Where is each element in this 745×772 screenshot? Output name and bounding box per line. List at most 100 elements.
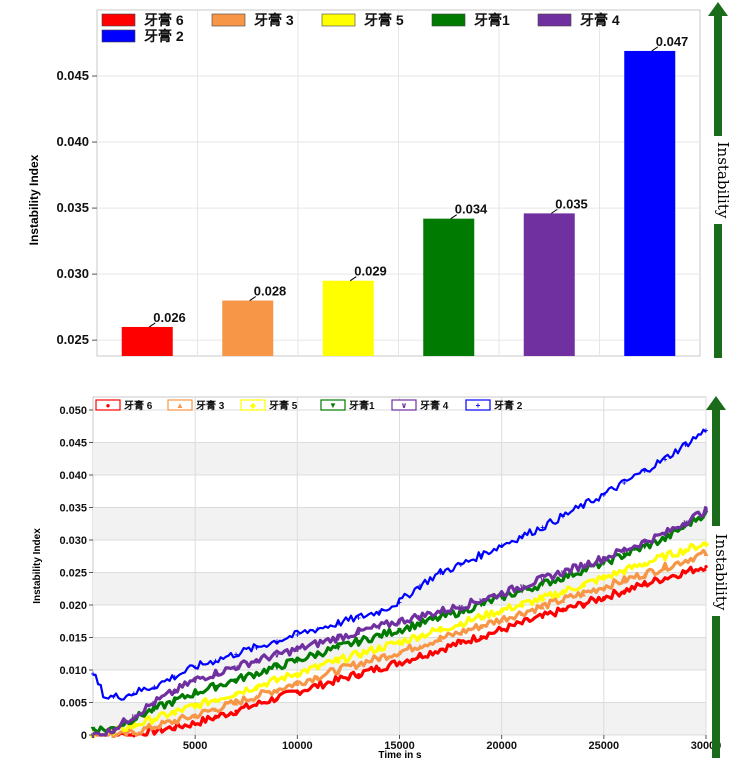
- line-legend: ● 牙膏 6 ▲ 牙膏 3 ◆ 牙膏 5 ▼ 牙膏1 ∨ 牙膏 4 + 牙膏 2: [95, 399, 523, 412]
- bar-data-label: 0.026: [153, 310, 186, 325]
- line-series-marker: +: [193, 663, 198, 672]
- line-y-tick-label: 0.015: [59, 633, 87, 645]
- line-series-marker: ▲: [457, 628, 465, 637]
- line-series-marker: ◆: [703, 539, 710, 548]
- line-series-marker: ◆: [356, 650, 363, 659]
- line-series-marker: ●: [438, 645, 443, 654]
- line-series-marker: ∨: [212, 669, 219, 678]
- bar-legend-swatch: [101, 13, 136, 27]
- line-series-marker: ∨: [437, 607, 444, 616]
- line-series-marker: ▲: [232, 699, 240, 708]
- line-legend-label: 牙膏1: [349, 399, 375, 412]
- line-y-tick-label: 0.040: [59, 470, 87, 482]
- line-series-marker: ∨: [539, 575, 546, 584]
- line-y-tick-label: 0.035: [59, 503, 87, 515]
- line-legend-swatch: [95, 399, 121, 411]
- line-series-marker: +: [315, 625, 320, 634]
- bar-data-label: 0.034: [455, 202, 488, 217]
- line-series-marker: ◆: [213, 695, 220, 704]
- line-series-marker: ▲: [661, 563, 669, 572]
- line-series-marker: ∨: [682, 518, 689, 527]
- bar-2: [222, 300, 274, 356]
- bar-chart: 牙膏 6 牙膏 3 牙膏 5 牙膏1 牙膏 4牙膏 2 0.0250.0300.0350…: [27, 9, 701, 357]
- line-series-marker: ∨: [396, 617, 403, 626]
- bar-y-axis-label: Instability Index: [27, 154, 41, 245]
- line-series-path: [92, 428, 707, 701]
- line-legend-label: 牙膏 5: [269, 399, 298, 412]
- line-series-marker: ▼: [253, 669, 261, 678]
- line-series-marker: +: [499, 541, 504, 550]
- line-series-marker: ▼: [314, 650, 322, 659]
- line-series-marker: ●: [418, 652, 423, 661]
- line-series-marker: ◆: [642, 559, 649, 568]
- line-series-marker: +: [234, 650, 239, 659]
- line-legend-label: 牙膏 2: [494, 399, 523, 412]
- line-series-marker: ▼: [661, 535, 669, 544]
- line-series-marker: +: [540, 523, 545, 532]
- line-legend-swatch: [391, 399, 417, 411]
- line-series-marker: ▼: [273, 663, 281, 672]
- line-series-marker: ▲: [253, 692, 261, 701]
- line-series-marker: ●: [377, 664, 382, 673]
- line-series-marker: +: [704, 426, 709, 435]
- line-series-marker: ▼: [334, 643, 342, 652]
- line-series-marker: ●: [336, 676, 341, 685]
- line-series-marker: ▲: [334, 666, 342, 675]
- line-series-marker: ▲: [396, 648, 404, 657]
- line-series-path: [92, 565, 707, 737]
- line-series-marker: ◆: [294, 669, 301, 678]
- line-series-marker: +: [642, 467, 647, 476]
- line-series-marker: ▼: [109, 724, 117, 733]
- bar-4: [423, 218, 475, 356]
- line-series-marker: ●: [295, 687, 300, 696]
- line-series-marker: ▲: [518, 609, 526, 618]
- side-arrow-bottom: Instability: [706, 396, 730, 758]
- line-series-marker: ●: [131, 731, 136, 740]
- line-series-marker: ∨: [376, 623, 383, 632]
- bar-legend-swatch: [321, 13, 356, 27]
- line-series-marker: ●: [704, 562, 709, 571]
- line-series-marker: ▲: [702, 549, 710, 558]
- line-legend-marker: ●: [106, 401, 111, 410]
- line-series-marker: ∨: [233, 663, 240, 672]
- line-series-marker: +: [377, 608, 382, 617]
- line-series-marker: ▼: [232, 676, 240, 685]
- line-series-marker: +: [152, 682, 157, 691]
- line-series-marker: ◆: [192, 702, 199, 711]
- line-series-path: [92, 548, 708, 737]
- line-series-marker: ▼: [518, 587, 526, 596]
- line-series-marker: ▲: [375, 654, 383, 663]
- bar-y-tick-label: 0.030: [56, 266, 89, 281]
- line-series-marker: +: [275, 637, 280, 646]
- bar-5: [523, 213, 575, 356]
- bar-data-label-leader: [349, 276, 357, 282]
- bar-legend-swatch: [211, 13, 246, 27]
- arrow-head-top: [708, 2, 728, 16]
- line-series-marker: ●: [274, 694, 279, 703]
- line-series-marker: +: [581, 501, 586, 510]
- bar-legend-swatch: [101, 29, 136, 43]
- line-series-marker: ●: [91, 731, 96, 740]
- line-series-marker: ▲: [150, 723, 158, 732]
- line-series-marker: ∨: [151, 699, 158, 708]
- line-series-marker: ◆: [396, 638, 403, 647]
- line-series-marker: ◆: [151, 715, 158, 724]
- line-series-2: ▲▲▲▲▲▲▲▲▲▲▲▲▲▲▲▲▲▲▲▲▲▲▲▲▲▲▲▲▲▲▲: [89, 548, 710, 740]
- bar-data-label-leader: [450, 214, 458, 220]
- line-series-marker: ●: [683, 568, 688, 577]
- line-series-marker: ◆: [621, 567, 628, 576]
- line-series-marker: ◆: [90, 731, 97, 740]
- line-legend-swatch: [167, 399, 193, 411]
- line-series-marker: ▼: [457, 608, 465, 617]
- line-series-marker: ◆: [172, 708, 179, 717]
- line-series-marker: ∨: [355, 628, 362, 637]
- line-series-marker: ▼: [702, 509, 710, 518]
- line-series-marker: ▲: [600, 583, 608, 592]
- line-series-marker: +: [479, 551, 484, 560]
- line-x-tick-label: 25000: [589, 740, 620, 752]
- bar-3: [322, 280, 374, 356]
- line-series-marker: ●: [499, 626, 504, 635]
- line-series-marker: +: [683, 440, 688, 449]
- bar-legend-label: 牙膏 6: [144, 12, 184, 28]
- line-series-marker: ◆: [274, 676, 281, 685]
